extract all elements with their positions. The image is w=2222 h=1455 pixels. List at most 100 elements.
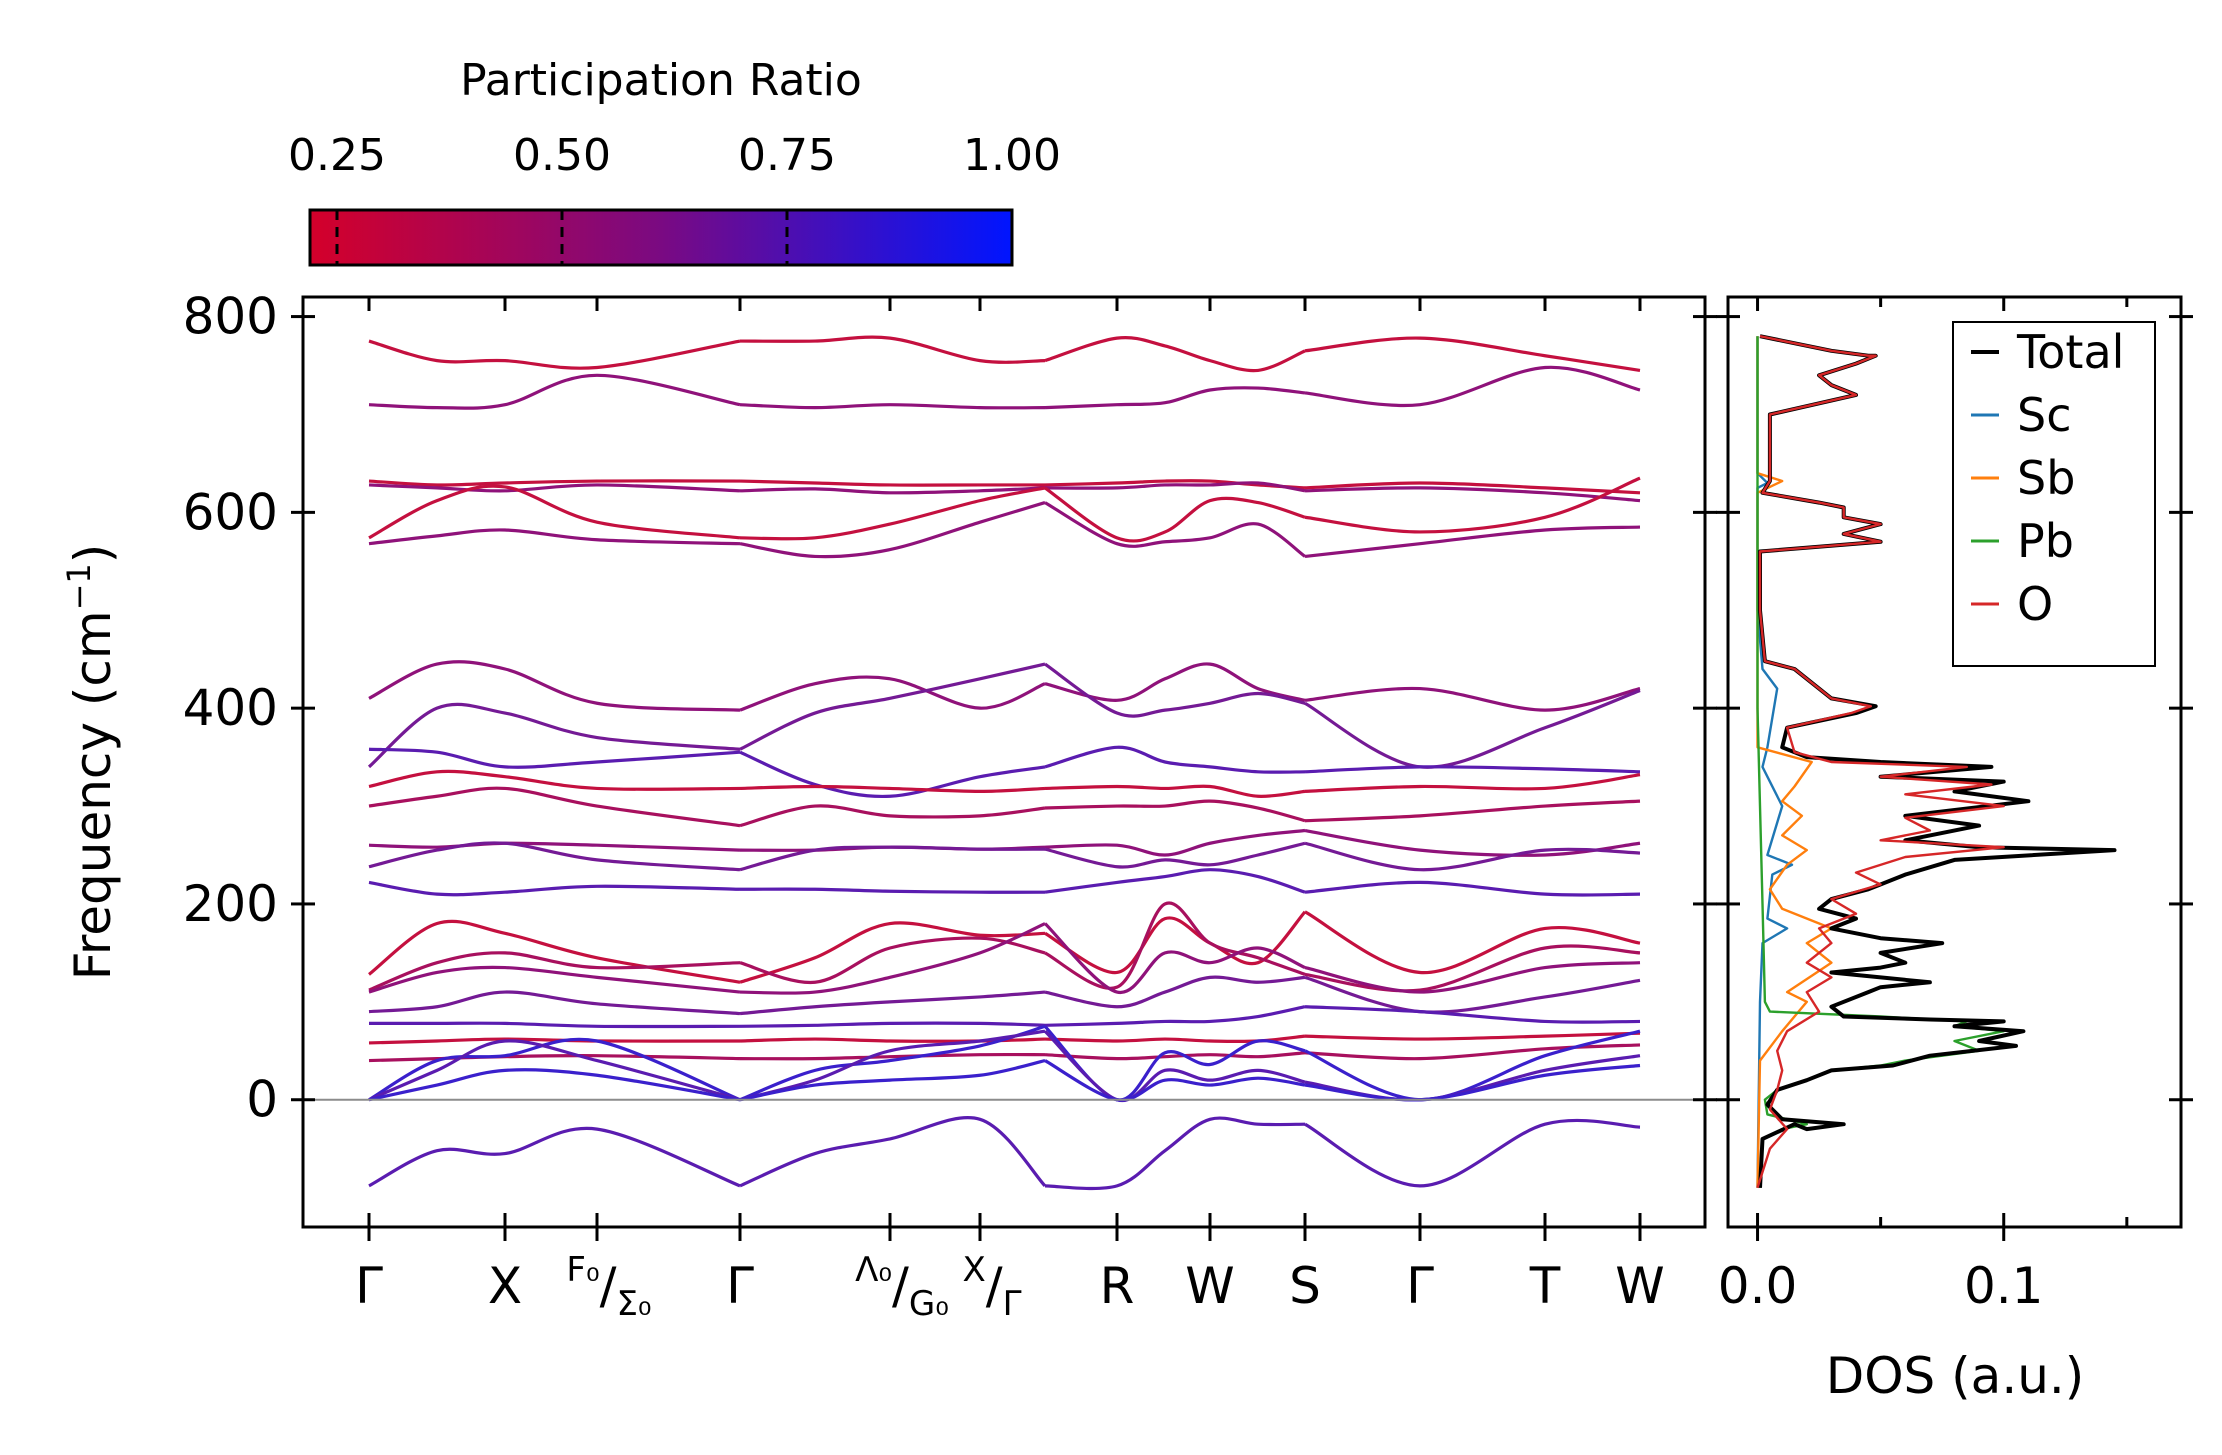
k-tick-label: X/Γ [962,1250,1021,1324]
band-line-band-20 [368,1037,741,1045]
dos-x-axis-label: DOS (a.u.) [1826,1347,2085,1405]
band-line-band-15 [368,919,741,984]
k-tick-label: W [1185,1257,1234,1315]
band-line-band-11 [739,804,1046,828]
band-line-band-17 [1304,961,1641,994]
band-line-band-25 [1304,1118,1641,1188]
band-line-band-3 [368,479,741,487]
colorbar-tick-label: 0.75 [738,130,836,181]
band-line-band-11 [1044,799,1306,823]
band-line-band-7 [1044,662,1306,702]
band-line-band-8 [367,702,741,769]
band-line-band-7 [739,675,1046,712]
dos-curve-sc [1756,336,1794,1188]
colorbar-tick-label: 0.50 [513,130,611,181]
colorbar-tick-label: 0.25 [288,130,386,181]
band-line-band-22 [739,1024,1046,1102]
band-line-band-1 [368,339,741,370]
band-line-band-24 [1044,1059,1306,1102]
band-line-band-18 [1044,975,1306,1009]
band-axes-frame [301,295,1707,1229]
band-line-band-14 [739,887,1046,894]
legend-frame [1952,321,2156,667]
y-tick-label: 200 [183,875,278,933]
band-line-band-1 [1044,335,1306,373]
band-line-band-6 [739,501,1046,559]
band-line-band-19 [739,1021,1046,1028]
k-tick-label: W [1615,1257,1664,1315]
band-line-band-19 [1304,1005,1641,1024]
band-line-band-6 [1044,501,1306,558]
colorbar: Participation Ratio 0.25 0.50 0.75 1.00 [288,55,1061,267]
dos-axes-frame [1726,295,2183,1229]
band-line-band-19 [369,1021,741,1029]
band-line-band-4 [1044,481,1306,493]
dos-x-tick-label: 0.1 [1964,1257,2044,1315]
band-line-band-8 [1304,689,1641,769]
k-tick-label: S [1289,1257,1321,1315]
band-line-band-22 [1304,1029,1641,1102]
band-line-band-18 [739,990,1046,1016]
band-line-band-9 [368,747,741,769]
k-tick-label: X [488,1257,522,1315]
band-line-band-14 [1044,868,1306,894]
band-line-band-23 [739,1029,1046,1102]
band-line-band-5 [739,486,1046,541]
band-lines [367,335,1641,1191]
band-line-band-17 [1043,922,1306,994]
band-line-band-18 [368,990,741,1016]
dos-x-tick-label: 0.0 [1718,1257,1798,1315]
band-line-band-1 [1304,336,1641,373]
band-line-band-4 [1304,486,1641,503]
k-tick-label: T [1529,1257,1561,1315]
band-line-band-20 [1304,1031,1641,1041]
band-line-band-15 [739,921,1046,984]
band-line-band-6 [1304,525,1641,559]
band-line-band-1 [739,335,1046,364]
band-line-band-13 [739,845,1046,872]
band-line-band-10 [739,784,1046,793]
band-line-band-12 [368,841,741,852]
k-tick-label: R [1100,1257,1135,1315]
band-line-band-25 [739,1116,1047,1188]
band-line-band-25 [368,1126,741,1188]
band-line-band-15 [1304,910,1641,975]
colorbar-tick-label: 1.00 [963,130,1061,181]
band-line-band-8 [1044,662,1306,718]
band-y-axis-label: Frequency (cm−1) [60,544,122,981]
legend-label-total: Total [2016,325,2124,379]
band-line-band-15 [1044,910,1307,975]
band-line-band-22 [368,1037,741,1102]
legend-label-sb: Sb [2017,451,2075,505]
legend-label-sc: Sc [2017,388,2072,442]
band-line-band-23 [368,1039,741,1102]
y-tick-label: 600 [183,483,278,541]
band-line-band-23 [1043,1030,1306,1103]
band-line-band-13 [1304,841,1641,872]
band-line-band-14 [368,880,741,897]
band-line-band-2 [368,373,741,410]
y-tick-label: 800 [183,288,278,346]
colorbar-title: Participation Ratio [460,55,862,106]
band-line-band-16 [1304,944,1641,993]
band-line-band-8 [739,662,1046,751]
band-line-band-24 [1304,1063,1641,1102]
band-line-band-21 [368,1054,741,1063]
band-line-band-18 [1304,975,1641,1014]
band-line-band-17 [739,922,1046,995]
band-line-band-9 [1304,765,1641,774]
band-line-band-4 [739,486,1046,495]
y-tick-label: 0 [246,1071,278,1129]
band-line-band-25 [1044,1116,1306,1191]
k-tick-label: Λ₀/G₀ [855,1250,949,1324]
band-line-band-17 [368,965,741,994]
band-line-band-2 [1304,365,1641,408]
dos-curve-o [1756,335,2005,1189]
k-tick-label: F₀/Σ₀ [566,1250,651,1324]
band-line-band-2 [1044,386,1306,410]
band-line-band-5 [1044,486,1306,543]
dos-panel: 0.0 0.1 DOS (a.u.) Total Sc Sb Pb O [1716,295,2193,1405]
dos-axis-ticks: 0.0 0.1 [1716,297,2193,1315]
k-tick-label: Γ [355,1257,383,1315]
